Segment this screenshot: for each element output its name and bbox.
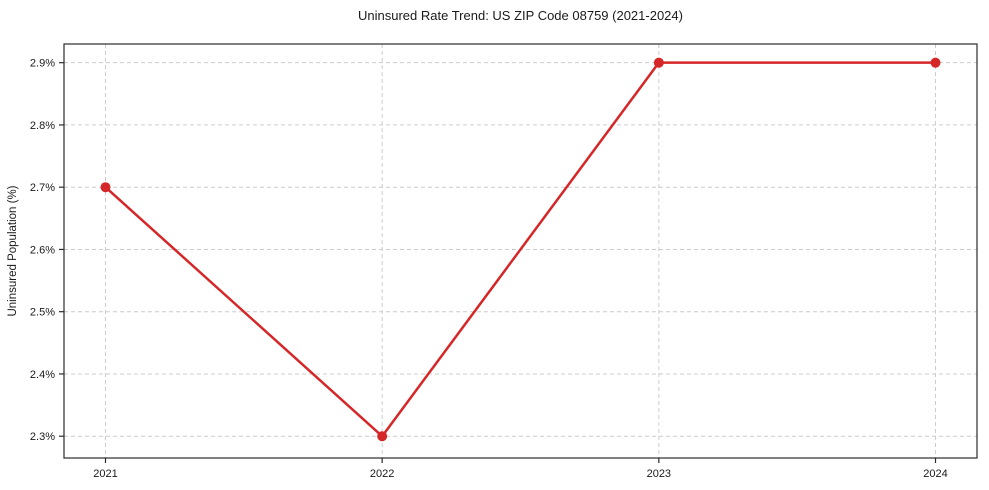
chart-title: Uninsured Rate Trend: US ZIP Code 08759 …: [358, 8, 683, 23]
y-tick-label: 2.6%: [30, 244, 55, 256]
y-tick-label: 2.7%: [30, 182, 55, 194]
data-point-marker: [653, 57, 664, 68]
data-point-marker: [377, 431, 388, 442]
y-tick-label: 2.8%: [30, 120, 55, 132]
plot-border: [63, 43, 978, 459]
x-tick-label: 2021: [93, 468, 117, 480]
x-tick-label: 2024: [923, 468, 947, 480]
y-tick-label: 2.4%: [30, 369, 55, 381]
x-tick-label: 2022: [370, 468, 394, 480]
data-point-marker: [930, 57, 941, 68]
y-tick-label: 2.5%: [30, 307, 55, 319]
data-point-marker: [100, 182, 111, 193]
x-tick-label: 2023: [647, 468, 671, 480]
y-tick-label: 2.9%: [30, 58, 55, 70]
trend-line: [104, 61, 937, 438]
y-tick-label: 2.3%: [30, 431, 55, 443]
